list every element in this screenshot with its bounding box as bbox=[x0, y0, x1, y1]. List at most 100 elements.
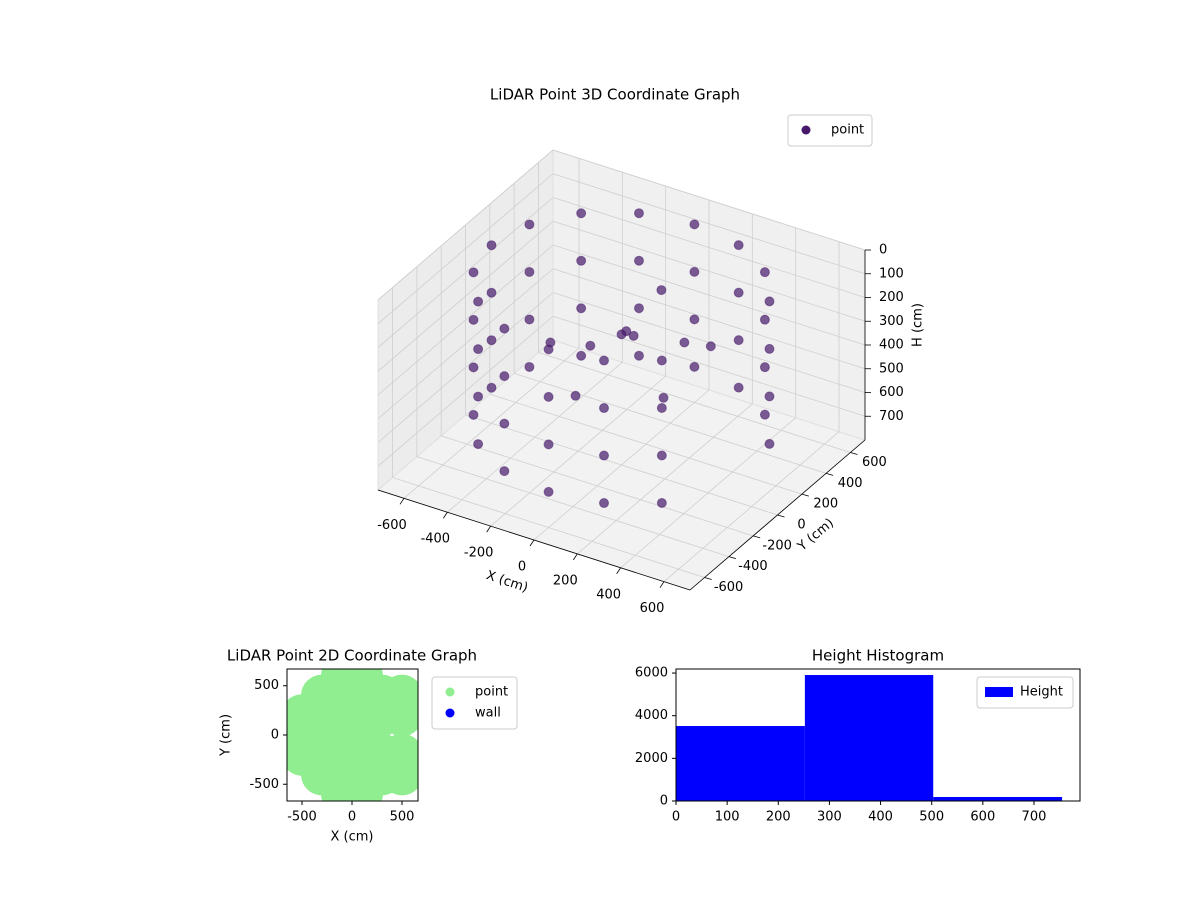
z-tick-label: 0 bbox=[879, 243, 887, 258]
point bbox=[524, 219, 535, 230]
point bbox=[341, 773, 383, 801]
x-tick-label: -500 bbox=[287, 810, 317, 825]
z-axis-label: H (cm) bbox=[911, 303, 926, 347]
tick-mark bbox=[728, 556, 736, 560]
point bbox=[543, 439, 554, 450]
point bbox=[633, 255, 644, 266]
tick-mark bbox=[826, 472, 834, 476]
legend-label: point bbox=[831, 123, 864, 138]
tick-mark bbox=[659, 581, 665, 588]
grid-line bbox=[416, 456, 730, 558]
point bbox=[759, 267, 770, 278]
point bbox=[473, 391, 484, 402]
bar bbox=[804, 675, 934, 801]
tick-mark bbox=[704, 577, 712, 580]
x-tick-label: 600 bbox=[970, 810, 995, 825]
y-tick-label: 400 bbox=[838, 476, 863, 491]
x-tick-label: 200 bbox=[766, 810, 791, 825]
point bbox=[628, 330, 639, 341]
point bbox=[616, 329, 627, 340]
x-tick-label: 0 bbox=[518, 560, 526, 575]
grid-line bbox=[392, 477, 705, 578]
grid-line bbox=[377, 149, 554, 301]
tick-mark bbox=[753, 535, 761, 539]
x-axis-line bbox=[377, 489, 691, 591]
point bbox=[543, 391, 554, 402]
point bbox=[705, 341, 716, 352]
point bbox=[473, 296, 484, 307]
y-tick-label: 600 bbox=[862, 455, 887, 470]
z-tick-label: 100 bbox=[879, 266, 904, 281]
x-axis-label: X (cm) bbox=[331, 830, 374, 845]
legend-label: wall bbox=[475, 706, 501, 721]
grid-line bbox=[377, 292, 554, 443]
legend-marker bbox=[985, 687, 1013, 697]
point bbox=[656, 497, 667, 508]
point bbox=[545, 337, 556, 348]
grid-line bbox=[377, 244, 554, 396]
point bbox=[764, 296, 775, 307]
y-tick-label: -200 bbox=[762, 538, 792, 553]
grid-line bbox=[552, 315, 866, 417]
tick-mark bbox=[443, 512, 448, 519]
chart-title: LiDAR Point 3D Coordinate Graph bbox=[490, 86, 740, 104]
grid-line bbox=[552, 197, 866, 298]
x-tick-label: -600 bbox=[377, 518, 407, 533]
x-tick-label: 500 bbox=[390, 810, 415, 825]
point bbox=[689, 219, 700, 230]
point bbox=[570, 390, 581, 401]
y-tick-label: -400 bbox=[738, 559, 768, 574]
y-tick-label: -500 bbox=[249, 777, 279, 792]
x-tick-label: 400 bbox=[596, 587, 621, 602]
grid-line bbox=[552, 244, 866, 346]
point bbox=[689, 266, 700, 277]
point bbox=[524, 361, 535, 372]
z-tick-label: 500 bbox=[879, 361, 904, 376]
grid-line bbox=[377, 173, 554, 325]
legend-label: Height bbox=[1020, 685, 1063, 700]
z-tick-label: 700 bbox=[879, 409, 904, 424]
point bbox=[764, 391, 775, 402]
point bbox=[473, 439, 484, 450]
point bbox=[633, 208, 644, 219]
grid-line bbox=[552, 268, 866, 370]
y-tick-label: 200 bbox=[813, 497, 838, 512]
point bbox=[486, 335, 497, 346]
point bbox=[599, 498, 610, 509]
point bbox=[599, 450, 610, 461]
tick-mark bbox=[529, 539, 535, 547]
axes-frame bbox=[675, 668, 1081, 802]
grid-line bbox=[552, 149, 866, 251]
x-tick-label: -400 bbox=[421, 532, 451, 547]
grid-line bbox=[552, 173, 866, 275]
x-tick-label: 500 bbox=[919, 810, 944, 825]
x-tick-label: 600 bbox=[640, 601, 665, 616]
point bbox=[524, 314, 535, 325]
point bbox=[486, 240, 497, 251]
point bbox=[499, 323, 510, 334]
y-tick-label: 0 bbox=[797, 518, 805, 533]
point bbox=[759, 409, 770, 420]
point bbox=[633, 350, 644, 361]
point bbox=[759, 362, 770, 373]
point bbox=[576, 255, 587, 266]
x-tick-label: 0 bbox=[348, 810, 356, 825]
x-tick-label: 0 bbox=[672, 810, 680, 825]
point bbox=[543, 486, 554, 497]
point bbox=[499, 371, 510, 382]
grid-line bbox=[377, 268, 554, 420]
point bbox=[689, 361, 700, 372]
y-tick-label: 4000 bbox=[635, 708, 668, 723]
x-tick-label: 200 bbox=[553, 573, 578, 588]
x-tick-label: 700 bbox=[1022, 810, 1047, 825]
grid-line bbox=[465, 414, 778, 516]
y-tick-label: 0 bbox=[271, 728, 279, 743]
point bbox=[656, 285, 667, 296]
point bbox=[599, 355, 610, 366]
tick-mark bbox=[399, 498, 405, 505]
point bbox=[656, 355, 667, 366]
point bbox=[733, 382, 744, 393]
y-tick-label: 6000 bbox=[635, 666, 668, 681]
point bbox=[486, 382, 497, 393]
